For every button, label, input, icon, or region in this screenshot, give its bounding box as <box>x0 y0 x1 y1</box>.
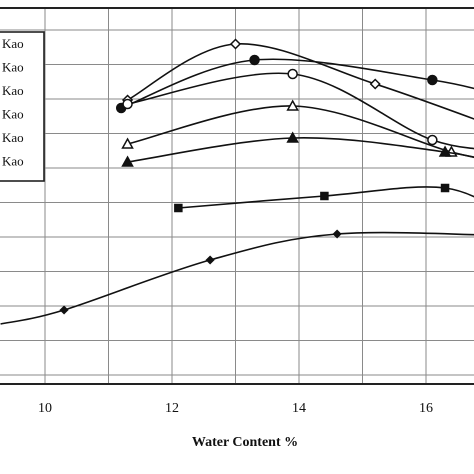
series-1-point <box>369 78 381 90</box>
series-1-line <box>127 43 474 120</box>
x-tick-label: 12 <box>165 401 179 416</box>
series-layer <box>0 38 474 325</box>
legend-entry: Kao <box>2 83 24 98</box>
series-7-point <box>332 229 342 239</box>
legend-entry: Kao <box>2 107 24 122</box>
x-tick-label: 14 <box>292 401 306 416</box>
series-7-line <box>0 231 474 325</box>
legend-entry: Kao <box>2 36 24 51</box>
series-2-line <box>120 58 474 109</box>
series-4 <box>121 99 474 159</box>
series-6-point <box>320 191 329 201</box>
legend-entry: Kao <box>2 130 24 145</box>
series-3 <box>122 68 474 150</box>
series-6-line <box>178 186 474 209</box>
legend-entry: Kao <box>2 60 24 75</box>
x-axis-title: Water Content % <box>192 435 298 450</box>
series-7-point <box>205 255 215 265</box>
series-7 <box>0 229 474 325</box>
series-3-point <box>122 98 133 110</box>
grid <box>0 8 474 384</box>
series-3-point <box>287 68 298 80</box>
x-tick-label: 10 <box>38 401 52 416</box>
series-3-point <box>427 134 438 146</box>
legend: Kao Kao Kao Kao Kao Kao <box>0 31 45 182</box>
series-2 <box>115 54 474 114</box>
series-5-line <box>127 137 474 163</box>
plot-frame <box>0 7 474 385</box>
series-5-point <box>438 145 452 157</box>
x-tick-label: 16 <box>419 401 433 416</box>
series-3-line <box>127 72 474 150</box>
legend-entry: Kao <box>2 154 24 169</box>
series-6-point <box>440 183 450 193</box>
series-7-point <box>59 305 69 315</box>
series-5-point <box>121 155 134 167</box>
series-2-point <box>249 54 260 66</box>
series-5 <box>121 131 474 167</box>
series-4-line <box>127 105 474 159</box>
legend-box <box>0 31 45 182</box>
series-6-point <box>174 203 183 213</box>
series-5-point <box>286 131 299 143</box>
series-4-point <box>286 99 299 111</box>
series-4-point <box>121 137 134 149</box>
series-6 <box>174 183 474 213</box>
series-2-point <box>427 74 438 86</box>
series-1-point <box>229 38 242 50</box>
x-tick-labels: 10 12 14 16 <box>38 401 433 416</box>
